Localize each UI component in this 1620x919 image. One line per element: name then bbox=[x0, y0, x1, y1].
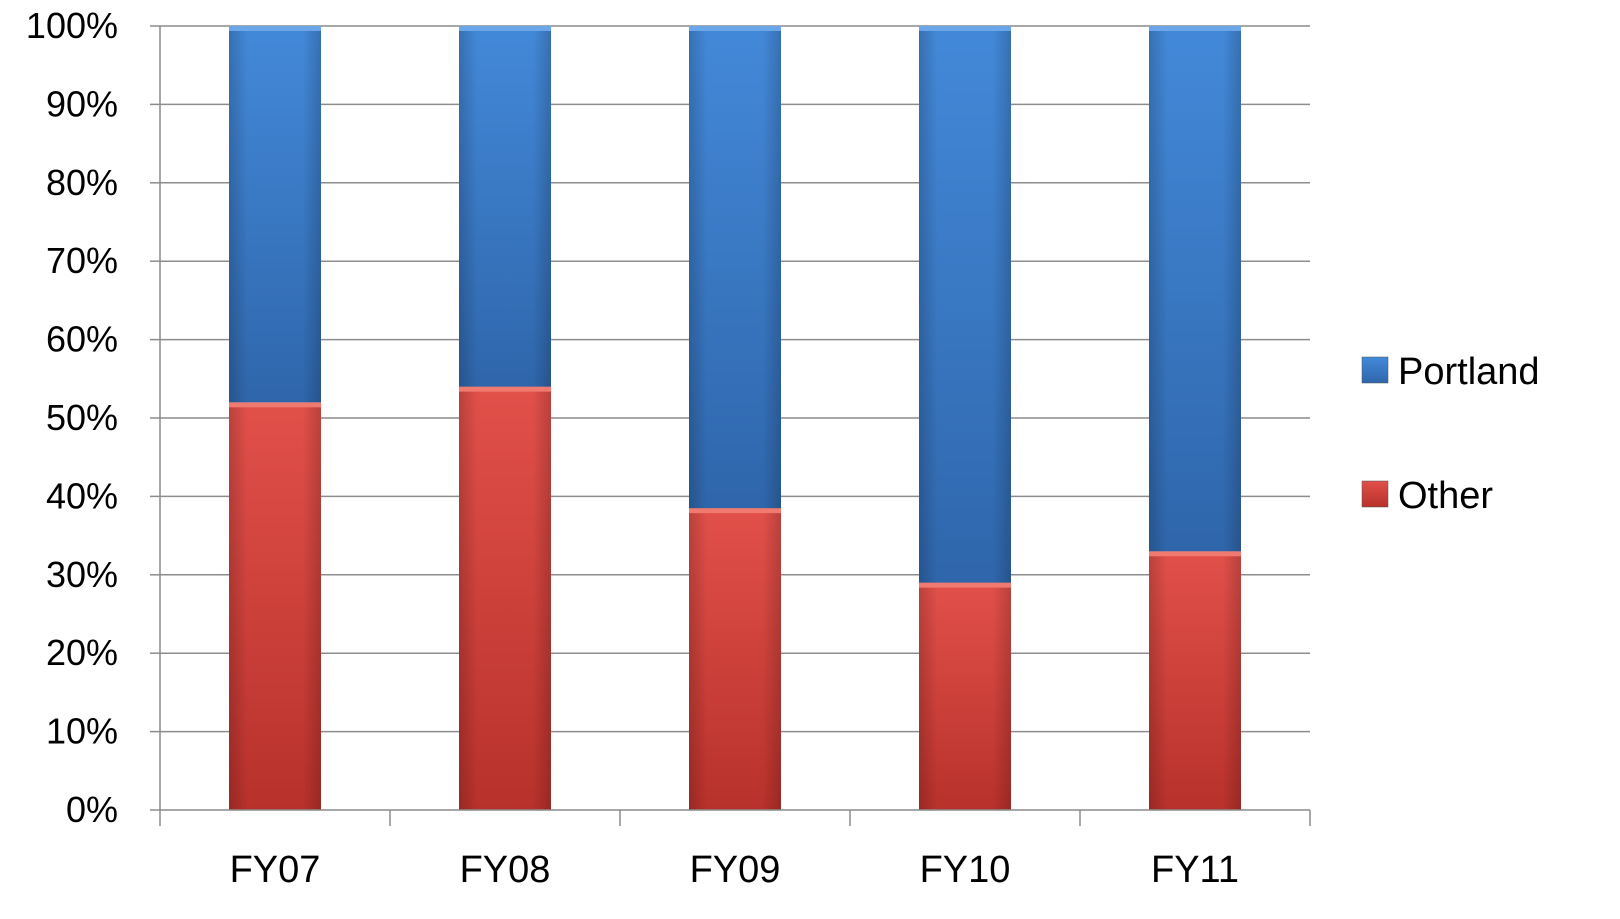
bar-shade bbox=[1149, 26, 1241, 552]
bars bbox=[229, 26, 1241, 810]
bar-cap bbox=[919, 582, 1011, 588]
bar-shade bbox=[229, 26, 321, 403]
bar-cap bbox=[229, 402, 321, 408]
y-tick-label: 10% bbox=[46, 711, 118, 752]
x-category-label: FY11 bbox=[1151, 849, 1239, 891]
axes: 0% 10% 20% 30% 40% 50% 60% 70% 80% 90% 100% FY07 FY0… bbox=[26, 5, 1311, 891]
y-tick-label: 40% bbox=[46, 475, 118, 516]
bar-shade bbox=[459, 26, 551, 387]
x-category-label: FY08 bbox=[460, 849, 551, 891]
x-category-label: FY09 bbox=[690, 849, 781, 891]
bar-cap bbox=[229, 26, 321, 31]
bar-shade bbox=[1149, 551, 1241, 810]
legend-swatch-portland bbox=[1361, 356, 1389, 384]
y-tick-label: 60% bbox=[46, 319, 118, 360]
bar-cap bbox=[459, 386, 551, 392]
legend-label-portland: Portland bbox=[1398, 351, 1540, 393]
x-category-label: FY10 bbox=[920, 849, 1011, 891]
bar-cap bbox=[459, 26, 551, 31]
legend-label-other: Other bbox=[1398, 475, 1493, 517]
bar-shade bbox=[919, 582, 1011, 810]
bar-shade bbox=[229, 402, 321, 810]
bar-shade bbox=[689, 26, 781, 509]
bar-shade bbox=[689, 508, 781, 810]
y-tick-label: 80% bbox=[46, 162, 118, 203]
legend: Portland Other bbox=[1361, 351, 1540, 517]
bar-shade bbox=[459, 386, 551, 810]
bar-cap bbox=[1149, 26, 1241, 31]
x-category-label: FY07 bbox=[230, 849, 321, 891]
y-tick-label: 20% bbox=[46, 632, 118, 673]
y-tick-label: 30% bbox=[46, 554, 118, 595]
y-tick-label: 70% bbox=[46, 240, 118, 281]
bar-cap bbox=[689, 508, 781, 514]
y-tick-label: 100% bbox=[26, 5, 118, 46]
y-tick-label: 90% bbox=[46, 83, 118, 124]
bar-cap bbox=[919, 26, 1011, 31]
y-tick-label: 50% bbox=[46, 397, 118, 438]
bar-shade bbox=[919, 26, 1011, 583]
bar-cap bbox=[689, 26, 781, 31]
bar-cap bbox=[1149, 551, 1241, 557]
legend-swatch-other bbox=[1361, 480, 1389, 508]
y-tick-label: 0% bbox=[66, 789, 118, 830]
